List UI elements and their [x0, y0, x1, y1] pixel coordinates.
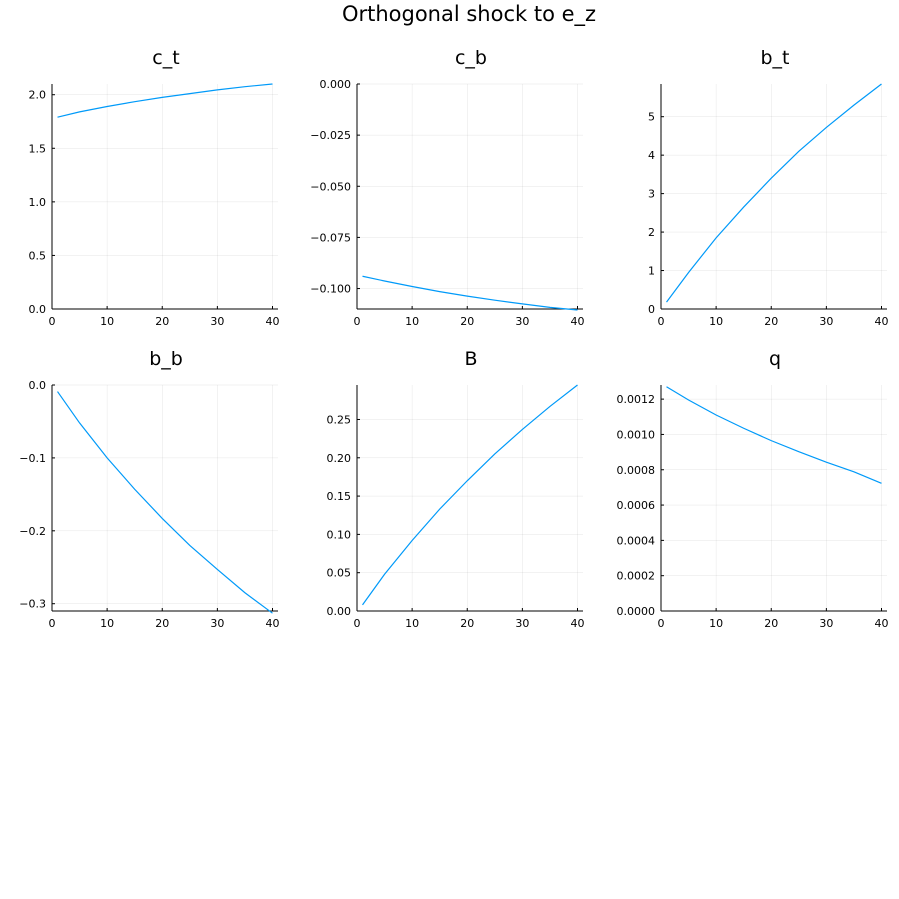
- y-tick-label: −0.3: [19, 598, 46, 611]
- y-tick-label: 0.000: [320, 78, 352, 91]
- x-tick-label: 0: [354, 315, 361, 328]
- y-tick-label: 0.20: [327, 452, 352, 465]
- subplot-title: b_t: [760, 47, 789, 69]
- y-tick-label: 5: [648, 111, 655, 124]
- y-tick-label: 0.10: [327, 528, 352, 541]
- y-tick-label: −0.100: [310, 283, 351, 296]
- x-tick-label: 40: [570, 617, 584, 630]
- x-tick-label: 0: [658, 315, 665, 328]
- y-tick-label: 0.0: [29, 303, 47, 316]
- x-tick-label: 40: [265, 617, 279, 630]
- y-tick-label: 0.25: [327, 413, 352, 426]
- x-tick-label: 40: [570, 315, 584, 328]
- x-tick-label: 20: [460, 617, 474, 630]
- series-line-b_b: [57, 391, 273, 614]
- y-tick-label: −0.025: [310, 129, 351, 142]
- y-tick-label: 0.0002: [617, 570, 656, 583]
- y-tick-label: 0.0: [29, 379, 47, 392]
- y-tick-label: 0.0010: [617, 428, 656, 441]
- series-line-c_b: [362, 275, 578, 311]
- x-tick-label: 40: [874, 315, 888, 328]
- x-tick-label: 20: [460, 315, 474, 328]
- x-tick-label: 0: [354, 617, 361, 630]
- x-tick-label: 40: [874, 617, 888, 630]
- y-tick-label: 0.0006: [617, 499, 656, 512]
- x-tick-label: 30: [210, 315, 224, 328]
- x-tick-label: 10: [405, 315, 419, 328]
- y-tick-label: 0.0004: [617, 534, 656, 547]
- x-tick-label: 30: [210, 617, 224, 630]
- x-tick-label: 20: [155, 617, 169, 630]
- y-tick-label: 0.5: [29, 249, 47, 262]
- series-line-B: [362, 384, 578, 606]
- y-tick-label: 0: [648, 303, 655, 316]
- y-tick-label: 0.0008: [617, 464, 656, 477]
- x-tick-label: 20: [764, 617, 778, 630]
- subplot-c_b: 0 10 20 30 40 0.000 −0.025 −0.050 −0.075 −0.100 c_…: [310, 47, 584, 328]
- y-tick-label: 2: [648, 226, 655, 239]
- series-line-b_t: [666, 83, 882, 303]
- y-tick-label: 2.0: [29, 89, 47, 102]
- y-tick-label: 0.05: [327, 567, 352, 580]
- x-tick-label: 0: [49, 315, 56, 328]
- x-tick-label: 30: [515, 617, 529, 630]
- subplot-title: B: [464, 348, 477, 370]
- x-tick-label: 10: [709, 315, 723, 328]
- y-tick-label: 1.0: [29, 196, 47, 209]
- x-tick-label: 20: [155, 315, 169, 328]
- x-tick-label: 30: [515, 315, 529, 328]
- subplot-b_t: 0 10 20 30 40 0 1 2 3 4 5 b_t: [648, 47, 888, 328]
- y-tick-label: −0.050: [310, 180, 351, 193]
- y-tick-label: 4: [648, 149, 655, 162]
- subplot-B: 0 10 20 30 40 0.00 0.05 0.10 0.15 0.20 0.25 B: [327, 348, 585, 630]
- series-line-q: [666, 386, 882, 484]
- x-tick-label: 10: [709, 617, 723, 630]
- y-tick-label: 0.00: [327, 605, 352, 618]
- y-tick-label: 1.5: [29, 142, 47, 155]
- subplot-title: c_b: [455, 47, 487, 69]
- y-tick-label: 0.0000: [617, 605, 656, 618]
- y-tick-label: 0.15: [327, 490, 352, 503]
- subplot-title: q: [769, 348, 781, 370]
- series-line-c_t: [57, 83, 273, 118]
- y-tick-label: 0.0012: [617, 393, 656, 406]
- x-tick-label: 10: [100, 617, 114, 630]
- y-tick-label: 1: [648, 265, 655, 278]
- y-tick-label: −0.1: [19, 452, 46, 465]
- subplot-b_b: 0 10 20 30 40 0.0 −0.1 −0.2 −0.3 b_b: [19, 348, 279, 630]
- subplot-grid: 0 10 20 30 400.00.51.01.52.0c_t0 10 20 30 400.00…: [19, 47, 888, 630]
- y-tick-label: −0.2: [19, 525, 46, 538]
- x-tick-label: 40: [265, 315, 279, 328]
- y-tick-label: 3: [648, 188, 655, 201]
- x-tick-label: 30: [819, 315, 833, 328]
- subplot-title: b_b: [149, 348, 183, 370]
- x-tick-label: 10: [405, 617, 419, 630]
- x-tick-label: 0: [49, 617, 56, 630]
- subplot-c_t: 0 10 20 30 40 0.0 0.5 1.0 1.5 2.0 c_t: [29, 47, 280, 328]
- x-tick-label: 0: [658, 617, 665, 630]
- x-tick-label: 30: [819, 617, 833, 630]
- y-tick-label: −0.075: [310, 231, 351, 244]
- figure-title: Orthogonal shock to e_z: [342, 2, 596, 27]
- subplot-q: 0 10 20 30 40 0.0000 0.0002 0.0004 0.0006 0.0008 0…: [617, 348, 889, 630]
- x-tick-label: 20: [764, 315, 778, 328]
- subplot-title: c_t: [152, 47, 179, 69]
- x-tick-label: 10: [100, 315, 114, 328]
